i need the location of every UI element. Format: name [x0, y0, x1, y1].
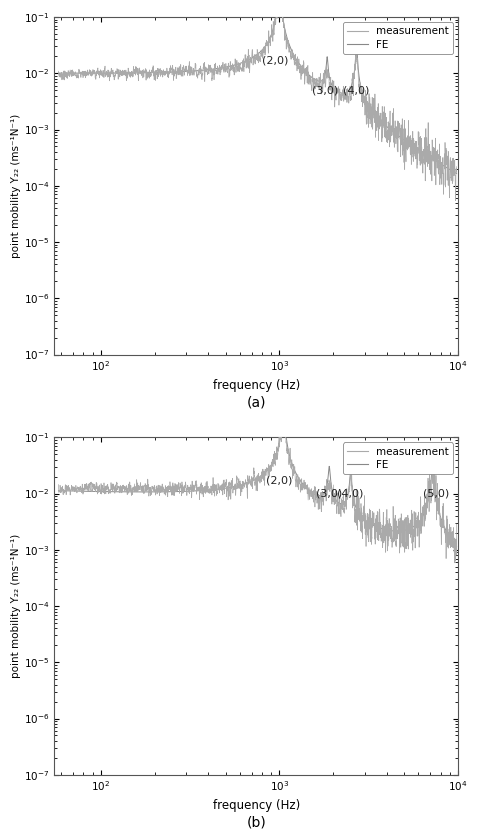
X-axis label: frequency (Hz): frequency (Hz) — [213, 379, 300, 392]
FE — [403, 525, 409, 535]
FE — [208, 485, 214, 495]
measurement — [453, 195, 458, 205]
FE — [125, 487, 130, 497]
measurement — [446, 156, 452, 166]
X-axis label: frequency (Hz): frequency (Hz) — [213, 799, 300, 812]
Line: measurement: measurement — [58, 0, 456, 200]
FE — [125, 68, 130, 78]
FE — [403, 136, 409, 146]
measurement — [125, 67, 130, 77]
FE — [454, 542, 459, 552]
measurement — [280, 397, 286, 407]
Text: (5,0): (5,0) — [422, 489, 449, 499]
Legend: measurement, FE: measurement, FE — [342, 23, 453, 53]
Text: (4,0): (4,0) — [337, 489, 364, 499]
FE — [446, 531, 452, 541]
measurement — [208, 482, 214, 492]
measurement — [208, 65, 214, 75]
FE — [446, 164, 452, 174]
FE — [226, 483, 231, 493]
measurement — [56, 479, 61, 489]
Y-axis label: point mobility Y₂₂ (ms⁻¹N⁻¹): point mobility Y₂₂ (ms⁻¹N⁻¹) — [11, 114, 21, 258]
measurement — [403, 157, 409, 167]
FE — [56, 68, 61, 78]
Text: (2,0): (2,0) — [262, 55, 289, 65]
FE — [226, 62, 231, 72]
measurement — [125, 484, 130, 494]
measurement — [101, 482, 107, 492]
measurement — [454, 162, 459, 172]
Legend: measurement, FE: measurement, FE — [342, 443, 453, 474]
FE — [56, 486, 61, 496]
measurement — [452, 558, 458, 568]
Text: (3,0): (3,0) — [316, 489, 342, 499]
Text: (2,0): (2,0) — [266, 475, 293, 485]
Line: FE: FE — [58, 0, 456, 174]
FE — [280, 390, 286, 400]
Text: (a): (a) — [247, 395, 266, 409]
Line: measurement: measurement — [58, 402, 456, 563]
measurement — [101, 73, 107, 83]
measurement — [446, 528, 452, 538]
Text: (3,0): (3,0) — [312, 86, 338, 96]
measurement — [56, 66, 61, 76]
FE — [454, 169, 459, 179]
Y-axis label: point mobility Y₂₂ (ms⁻¹N⁻¹): point mobility Y₂₂ (ms⁻¹N⁻¹) — [11, 534, 21, 678]
measurement — [226, 488, 231, 498]
measurement — [226, 58, 231, 68]
measurement — [403, 544, 409, 554]
Text: (4,0): (4,0) — [343, 86, 370, 96]
FE — [101, 487, 107, 497]
FE — [101, 68, 107, 78]
measurement — [454, 519, 459, 529]
Text: (b): (b) — [246, 815, 266, 829]
FE — [208, 64, 214, 74]
Line: FE: FE — [58, 395, 456, 547]
